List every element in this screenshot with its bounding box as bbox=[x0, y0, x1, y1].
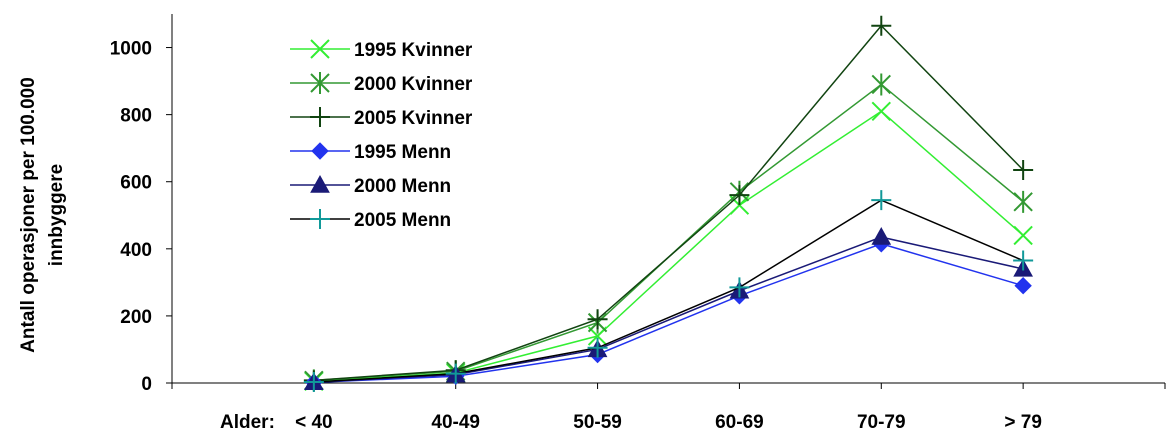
series bbox=[303, 15, 1034, 391]
data-point bbox=[729, 185, 750, 206]
chart-legend: 1995 Kvinner 2000 Kvinner 2005 Kvinner 1995… bbox=[290, 39, 473, 231]
legend-label: 2000 Kvinner bbox=[354, 74, 473, 95]
y-tick-label: 400 bbox=[120, 240, 152, 261]
legend-label: 1995 Kvinner bbox=[354, 40, 473, 61]
data-point bbox=[871, 190, 892, 211]
data-point bbox=[871, 15, 892, 36]
y-tick-label: 0 bbox=[141, 374, 152, 395]
y-tick-label: 1000 bbox=[110, 39, 152, 60]
data-point bbox=[310, 39, 330, 59]
data-point bbox=[310, 174, 330, 193]
data-point bbox=[587, 337, 608, 358]
y-tick-label: 600 bbox=[120, 173, 152, 194]
series-line bbox=[313, 199, 1024, 383]
legend-label: 2000 Menn bbox=[354, 176, 451, 197]
series-line bbox=[313, 24, 1024, 382]
data-point bbox=[1013, 225, 1033, 246]
data-point bbox=[871, 227, 892, 245]
x-axis-ticks: < 40 40-49 50-59 60-69 70-79 > 79 bbox=[171, 383, 1166, 430]
y-tick-label: 800 bbox=[120, 106, 152, 127]
legend-item: 2000 Kvinner bbox=[290, 72, 473, 95]
series bbox=[304, 227, 1033, 391]
x-tick-label: 70-79 bbox=[857, 412, 906, 430]
data-point bbox=[1014, 277, 1032, 295]
x-tick-label: 40-49 bbox=[431, 412, 480, 430]
data-point bbox=[729, 277, 750, 298]
data-point bbox=[1013, 250, 1034, 271]
y-axis-title-line-1: Antall operasjoner per 100.000 bbox=[18, 77, 39, 353]
legend-item: 2005 Kvinner bbox=[290, 107, 473, 129]
data-point bbox=[729, 195, 750, 215]
y-tick-label: 200 bbox=[120, 307, 152, 328]
series-line bbox=[313, 242, 1024, 384]
legend-label: 1995 Menn bbox=[354, 142, 451, 163]
legend-item: 1995 Kvinner bbox=[290, 39, 473, 61]
legend-label: 2005 Menn bbox=[354, 210, 451, 231]
data-point bbox=[871, 101, 891, 121]
data-point bbox=[587, 326, 608, 346]
series bbox=[303, 190, 1034, 392]
data-point bbox=[311, 142, 329, 160]
data-point bbox=[1013, 159, 1034, 180]
x-tick-label: 60-69 bbox=[715, 412, 764, 430]
legend-item: 1995 Menn bbox=[290, 142, 451, 163]
data-point bbox=[310, 72, 330, 94]
x-tick-label: 50-59 bbox=[573, 412, 622, 430]
series-layer bbox=[303, 15, 1034, 392]
series-line bbox=[313, 236, 1024, 384]
y-axis-title: Antall operasjoner per 100.000 innbygger… bbox=[18, 77, 67, 353]
legend-label: 2005 Kvinner bbox=[354, 108, 473, 129]
data-point bbox=[587, 309, 608, 330]
y-axis-ticks: 0 200 400 600 800 1000 bbox=[110, 39, 172, 395]
data-point bbox=[445, 363, 466, 384]
legend-item: 2000 Menn bbox=[290, 174, 451, 197]
x-axis-prefix-label: Alder: bbox=[220, 412, 275, 430]
y-axis-title-line-2: innbyggere bbox=[46, 164, 67, 266]
series bbox=[305, 235, 1032, 392]
x-tick-label: > 79 bbox=[1004, 412, 1042, 430]
x-tick-label: < 40 bbox=[295, 412, 333, 430]
data-point bbox=[303, 371, 324, 392]
data-point bbox=[871, 73, 891, 96]
data-point bbox=[310, 107, 330, 127]
legend-item: 2005 Menn bbox=[290, 209, 451, 231]
data-point bbox=[1013, 190, 1033, 213]
data-point bbox=[310, 209, 330, 229]
